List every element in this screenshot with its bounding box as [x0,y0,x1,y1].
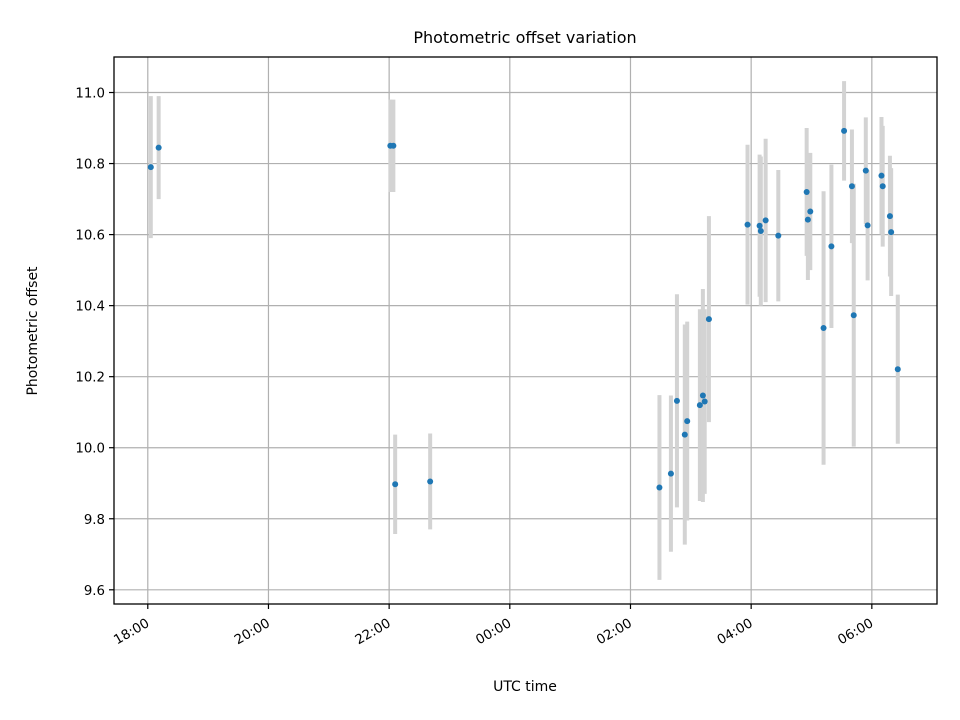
x-tick-label: 18:00 [111,616,152,648]
data-point [862,167,869,174]
y-tick-label: 10.4 [75,300,105,315]
data-point [427,478,434,485]
data-point [756,222,763,229]
x-tick-label: 02:00 [594,616,635,648]
chart-title: Photometric offset variation [413,28,636,47]
data-point [803,188,810,195]
x-tick-label: 06:00 [836,616,877,648]
grid [114,57,937,604]
data-point [701,398,708,405]
data-point [673,397,680,404]
axis-ticks: 18:00 20:00 22:00 00:00 02:00 04:00 06:00 9.6 9.… [75,87,876,649]
data-point [667,470,674,477]
data-point [879,183,886,190]
y-tick-label: 10.8 [75,158,105,173]
data-point [147,164,154,171]
data-point [757,228,764,235]
x-axis-label: UTC time [493,679,557,695]
x-tick-label: 00:00 [474,616,515,648]
x-tick-label: 22:00 [353,616,394,648]
data-point [886,213,893,220]
data-point [775,232,782,239]
data-point [888,229,895,236]
data-point [820,325,827,332]
y-tick-label: 10.0 [75,442,105,457]
data-point [828,243,835,250]
data-point [744,221,751,228]
data-point [848,183,855,190]
data-point [705,316,712,323]
data-point [841,127,848,134]
data-point [656,484,663,491]
data-point [878,172,885,179]
data-point [392,481,399,488]
data-point [807,208,814,215]
y-tick-label: 10.6 [75,229,105,244]
y-tick-label: 9.6 [84,584,105,599]
y-tick-label: 11.0 [75,87,105,102]
data-point [864,222,871,229]
data-point [696,402,703,409]
y-axis-label: Photometric offset [25,266,41,396]
y-tick-label: 9.8 [84,513,105,528]
data-point [681,431,688,438]
data-point [762,217,769,224]
data-point [684,418,691,425]
error-bars [148,81,900,580]
x-tick-label: 04:00 [715,616,756,648]
data-point [894,366,901,373]
data-point [390,142,397,149]
data-point [850,312,857,319]
data-point [699,392,706,399]
data-point [155,144,162,151]
plot-frame [113,56,938,605]
y-tick-label: 10.2 [75,371,105,386]
data-points [147,127,901,491]
x-tick-label: 20:00 [232,616,273,648]
data-point [804,216,811,223]
